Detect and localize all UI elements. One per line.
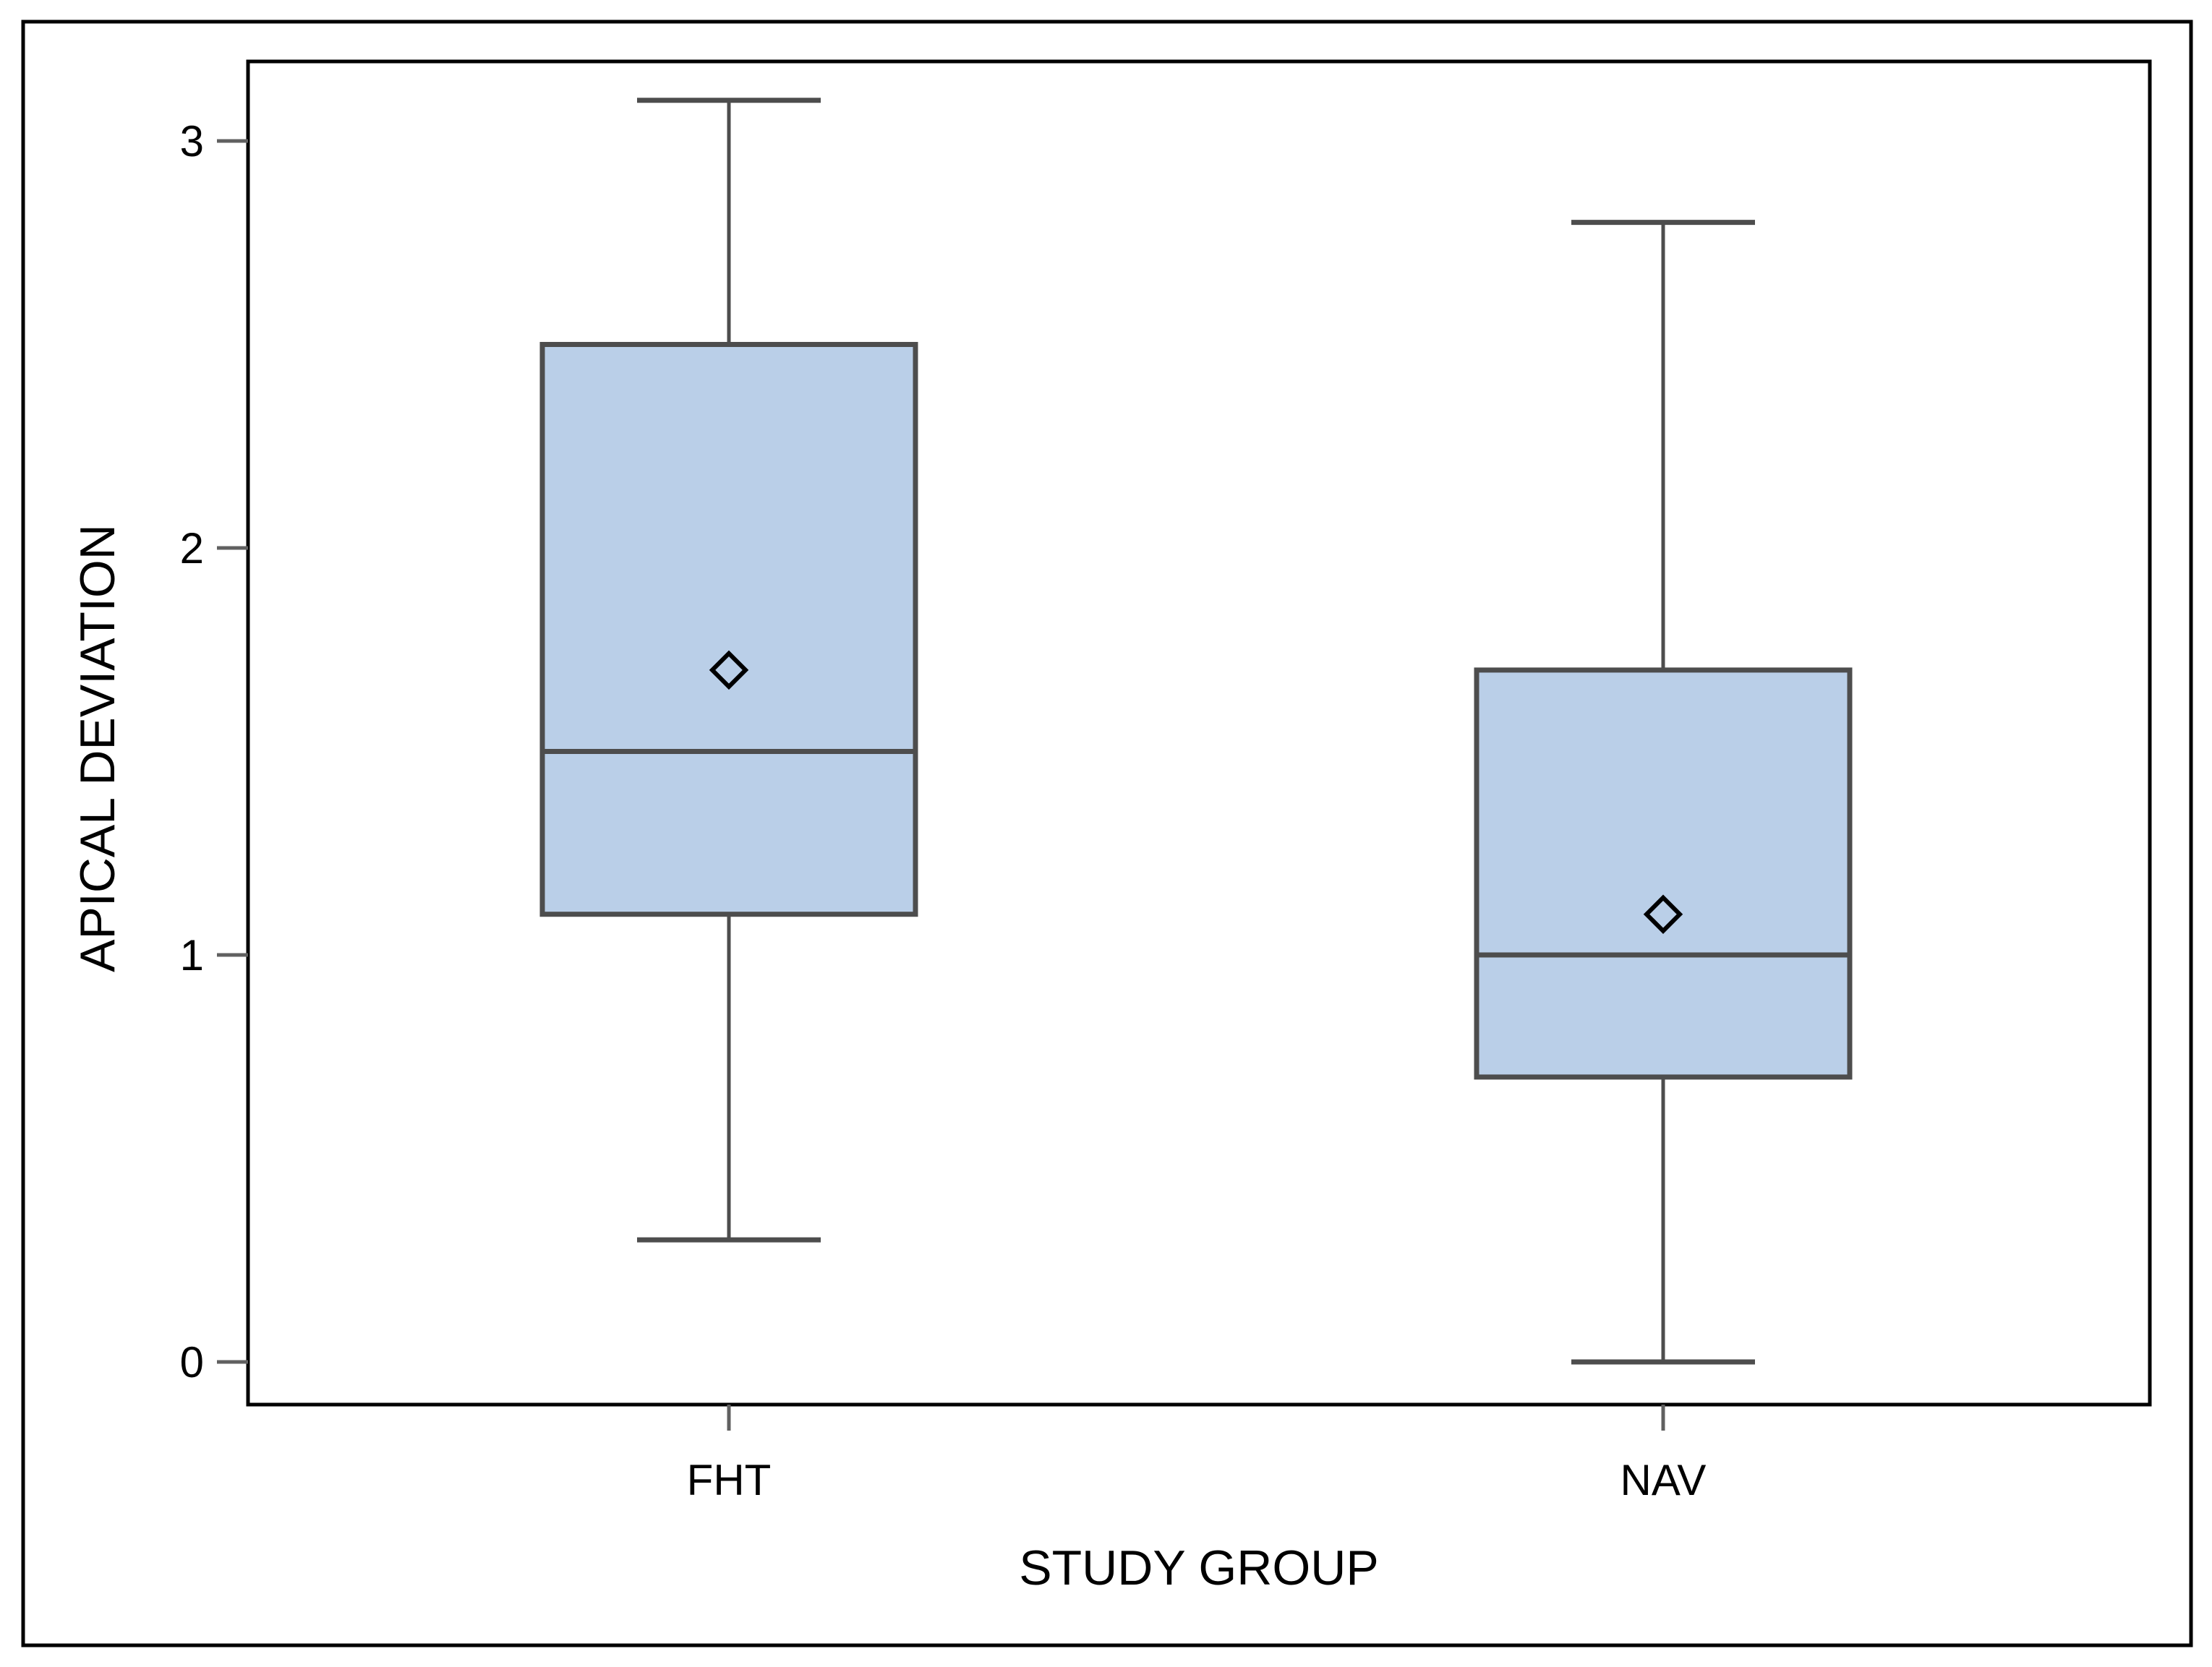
box-series (539, 98, 1853, 1365)
x-axis-title: STUDY GROUP (1019, 1540, 1378, 1595)
y-axis: 0 1 2 3 (180, 117, 248, 1387)
y-axis-title: APICAL DEVIATION (70, 524, 125, 972)
y-tick-label-1: 1 (180, 931, 204, 980)
y-tick-label-3: 3 (180, 117, 204, 166)
outer-border (21, 20, 2193, 1647)
x-axis: FHT NAV (687, 1405, 1707, 1504)
mean-marker-fht (709, 650, 749, 690)
y-tick-label-0: 0 (180, 1338, 204, 1387)
plot-area-frame (246, 59, 2152, 1407)
iqr-box-fht (539, 342, 918, 917)
x-tick-label-fht: FHT (687, 1456, 772, 1504)
box-nav (1474, 220, 1853, 1365)
y-tick-label-2: 2 (180, 524, 204, 573)
mean-marker-nav (1643, 894, 1683, 934)
iqr-box-nav (1474, 667, 1853, 1080)
box-fht (539, 98, 918, 1243)
x-tick-label-nav: NAV (1620, 1456, 1707, 1504)
